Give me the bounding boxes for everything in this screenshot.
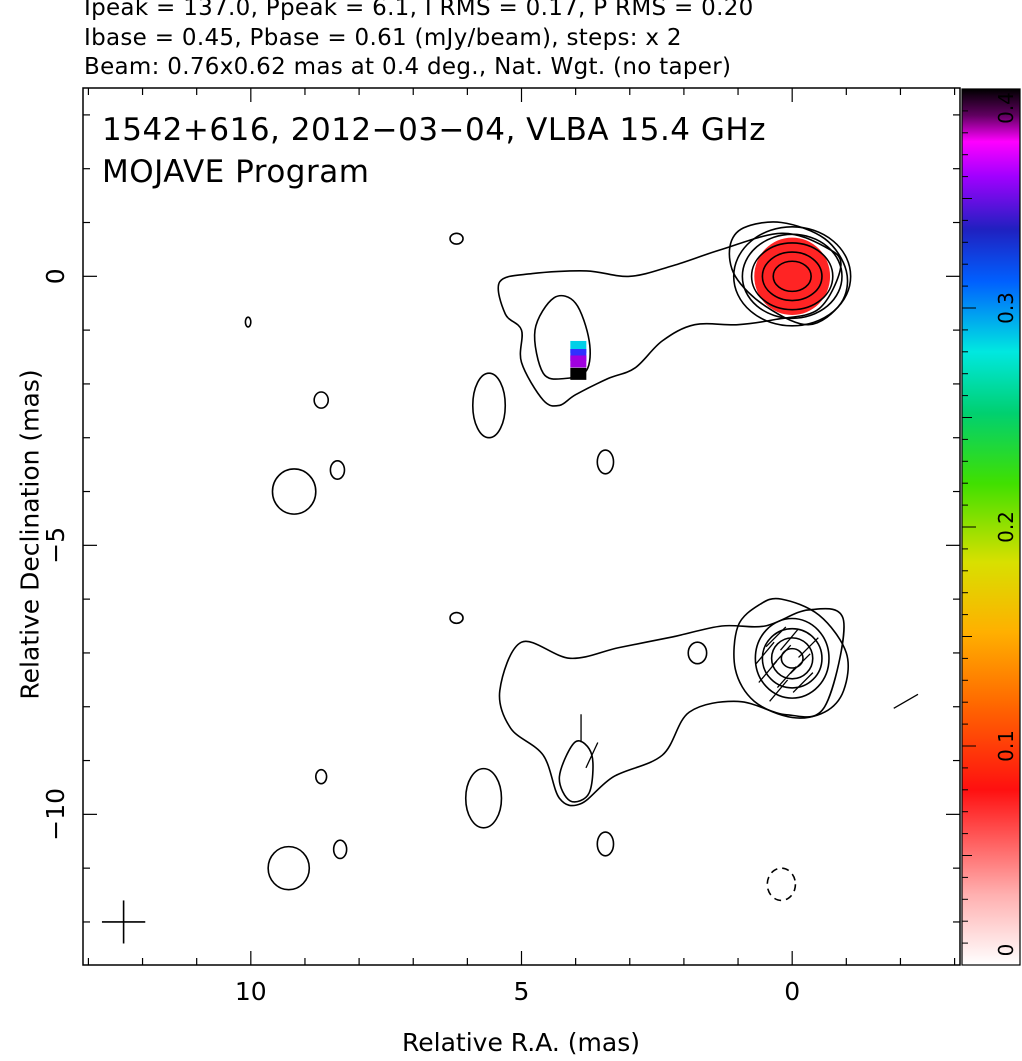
y-tick-label: 0 <box>41 268 70 284</box>
colorbar-tick-label: 0.1 <box>994 730 1018 762</box>
lower-core-envelope <box>733 597 849 719</box>
pol-core-pixels <box>754 237 831 316</box>
x-tick-label: 0 <box>784 977 800 1006</box>
lower-island-contour-0 <box>687 641 708 665</box>
lower-island-contour-1 <box>449 611 464 625</box>
lower-negative-contour-0 <box>766 867 797 902</box>
header-line-2: Ibase = 0.45, Pbase = 0.61 (mJy/beam), s… <box>84 25 682 51</box>
upper-knot-contour <box>533 294 591 380</box>
evpa-stick-1 <box>779 628 799 651</box>
lower-panel-contours <box>101 597 919 944</box>
lower-core-contour-1 <box>770 637 814 680</box>
upper-core-contour-4 <box>732 226 852 327</box>
y-tick-label: −10 <box>41 788 70 841</box>
lower-island-contour-5 <box>267 845 311 891</box>
upper-island-contour-0 <box>449 232 464 245</box>
upper-panel-contours <box>244 221 852 515</box>
upper-core-contour-2 <box>750 242 834 311</box>
evpa-stick-11 <box>585 742 599 769</box>
lower-island-contour-4 <box>332 839 348 860</box>
evpa-stick-3 <box>755 641 775 665</box>
upper-island-contour-1 <box>244 316 252 328</box>
colorbar-tick-label: 0.3 <box>994 292 1018 324</box>
plot-subtitle: MOJAVE Program <box>102 154 370 190</box>
upper-core-contour-0 <box>772 260 812 293</box>
evpa-stick-8 <box>792 672 814 693</box>
pol-pixel-3 <box>570 355 587 368</box>
x-tick-label: 5 <box>514 977 530 1006</box>
lower-core-contour-2 <box>761 627 823 689</box>
evpa-stick-7 <box>776 666 797 688</box>
y-axis-label: Relative Declination (mas) <box>15 369 45 700</box>
lower-island-contour-6 <box>596 831 615 857</box>
plot-frame <box>82 87 961 966</box>
upper-island-contour-6 <box>596 449 615 475</box>
axis-ticks: 10 5 0 0 −5 −10 <box>41 88 960 1006</box>
evpa-stick-2 <box>798 637 819 658</box>
lower-jet-contour <box>498 607 845 807</box>
header-line-1: Ipeak = 137.0, Ppeak = 6.1, I RMS = 0.17… <box>84 0 754 21</box>
upper-island-contour-2 <box>313 391 330 409</box>
colorbar-tick-label: 0 <box>994 944 1018 957</box>
colorbar-tick-label: 0.4 <box>994 92 1018 124</box>
evpa-stick-0 <box>765 626 787 648</box>
y-tick-label: −5 <box>41 527 70 564</box>
upper-island-contour-3 <box>471 372 507 439</box>
lower-core-contour-0 <box>780 647 804 669</box>
x-tick-label: 10 <box>235 977 267 1006</box>
upper-island-contour-4 <box>329 460 346 480</box>
lower-knot-contour <box>558 740 594 803</box>
evpa-stick-12 <box>893 693 919 709</box>
header-line-3: Beam: 0.76x0.62 mas at 0.4 deg., Nat. Wg… <box>84 54 732 80</box>
colorbar-ticks: 0 0.1 0.2 0.3 0.4 <box>962 88 1018 966</box>
evpa-stick-9 <box>769 679 789 702</box>
upper-core-envelope <box>728 221 849 326</box>
x-axis-label: Relative R.A. (mas) <box>402 1028 640 1057</box>
upper-island-contour-5 <box>271 468 317 515</box>
colorbar-tick-label: 0.2 <box>994 511 1018 543</box>
lower-island-contour-2 <box>464 767 503 829</box>
plot-title: 1542+616, 2012−03−04, VLBA 15.4 GHz <box>102 112 766 148</box>
evpa-stick-6 <box>758 660 778 683</box>
lower-core-contour-3 <box>754 617 830 699</box>
lower-island-contour-3 <box>314 768 328 785</box>
upper-core-contour-1 <box>761 251 823 302</box>
upper-jet-contour <box>497 232 842 407</box>
